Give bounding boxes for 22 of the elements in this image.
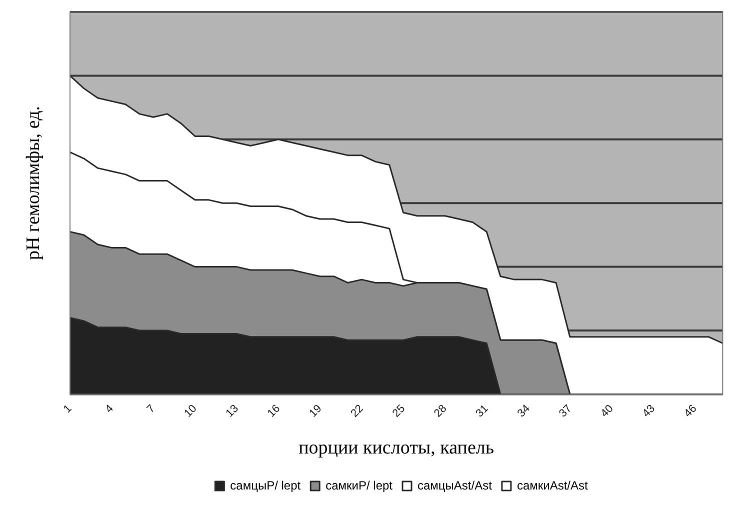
x-tick-label: 22	[348, 402, 366, 420]
legend-label: самкиAst/Ast	[516, 478, 588, 492]
x-tick-label: 40	[598, 402, 616, 420]
x-tick-label: 37	[557, 402, 574, 420]
x-tick-label: 46	[682, 402, 700, 420]
x-tick-label: 4	[103, 402, 116, 416]
x-tick-label: 34	[515, 402, 533, 420]
x-tick-label: 7	[144, 402, 158, 416]
x-tick-label: 10	[182, 402, 200, 420]
x-tick-label: 16	[265, 402, 283, 420]
x-tick-label: 13	[224, 402, 241, 420]
x-tick-label: 1	[61, 402, 74, 416]
x-axis-title: порции кислоты, капель	[298, 438, 494, 459]
x-tick-label: 19	[307, 402, 324, 420]
legend-label: самкиP/ lept	[326, 478, 394, 492]
legend-label: самцыP/ lept	[230, 478, 302, 492]
x-tick-label: 43	[640, 402, 658, 420]
legend-label: самцыAst/Ast	[418, 478, 493, 492]
y-axis-title: pH гемолимфы, ед.	[23, 106, 45, 260]
x-tick-label: 25	[390, 402, 408, 420]
x-tick-label: 28	[432, 402, 450, 420]
x-tick-label: 31	[474, 402, 491, 420]
